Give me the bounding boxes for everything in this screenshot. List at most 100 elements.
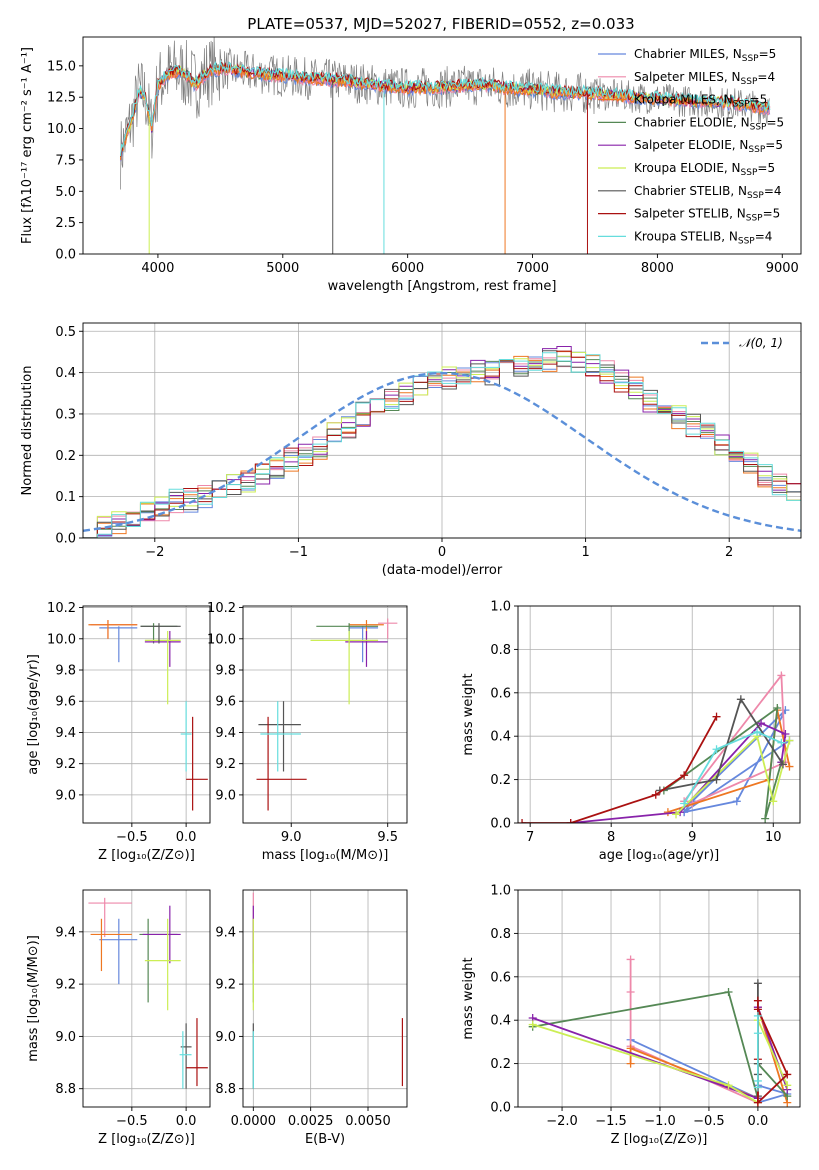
x-axis-label: (data-model)/error	[382, 563, 503, 578]
y-tick-label: 0.8	[490, 643, 511, 658]
weight-marker	[712, 745, 721, 754]
legend-entry: Kroupa ELODIE, NSSP=5	[634, 161, 775, 178]
x-tick-label: 5000	[266, 261, 299, 276]
x-axis-label: Z [log₁₀(Z/Z⊙)]	[98, 848, 195, 863]
mass-vs-metallicity-panel: −0.5 0.0 8.8 9.0 9.2 9.4 Z [log₁₀(Z/Z⊙)] mass […	[26, 889, 211, 1147]
plot-frame	[82, 605, 211, 824]
errorbars	[88, 620, 208, 811]
y-tick-label: 0.3	[55, 407, 76, 422]
weight-marker	[757, 719, 766, 728]
weight-marker	[753, 1029, 762, 1038]
x-tick-label: 10	[765, 830, 782, 845]
weight-marker	[736, 695, 745, 704]
y-tick-label: 5.0	[55, 185, 76, 200]
weight-vs-metallicity-panel: −2.0 −1.5 −1.0 −0.5 0.0 0.0 0.2 0.4 0.6 0.8 1.0 Z […	[461, 884, 801, 1147]
y-tick-label: 9.6	[55, 695, 76, 710]
y-axis-label: Flux [fλ10⁻¹⁷ erg cm⁻² s⁻¹ A⁻¹]	[20, 47, 35, 244]
y-tick-label: 0.4	[55, 366, 76, 381]
y-tick-label: 9.0	[215, 1030, 236, 1045]
weight-marker	[712, 712, 721, 721]
y-tick-label: 0.2	[55, 449, 76, 464]
x-tick-label: 9.5	[377, 830, 398, 845]
x-tick-label: 9	[688, 830, 696, 845]
model-spectrum-2	[119, 63, 771, 160]
y-axis-label: mass weight	[461, 673, 476, 755]
legend-entry: Salpeter ELODIE, NSSP=5	[634, 138, 783, 155]
weight-series-6	[659, 697, 784, 792]
weight-marker	[651, 790, 660, 799]
x-tick-label: 2	[725, 545, 733, 560]
y-tick-label: 9.6	[215, 695, 236, 710]
plot-frame	[242, 605, 408, 824]
y-tick-label: 9.2	[215, 757, 236, 772]
weight-marker	[777, 738, 786, 747]
y-tick-label: 10.0	[47, 122, 76, 137]
plot-frame	[82, 322, 802, 539]
x-axis-label: E(B-V)	[305, 1132, 345, 1147]
y-tick-label: 10.2	[207, 601, 236, 616]
weight-series-5	[675, 734, 791, 815]
weight-marker	[712, 775, 721, 784]
x-tick-label: 8000	[641, 261, 674, 276]
y-tick-label: 8.8	[215, 1082, 236, 1097]
legend-entry: 𝒩(0, 1)	[739, 336, 783, 350]
age-vs-mass-panel: 9.0 9.5 9.0 9.2 9.4 9.6 9.8 10.0 10.2 mass [log₁₀…	[207, 601, 408, 863]
x-tick-label: 1	[581, 545, 589, 560]
residual-histogram-panel: −2 −1 0 1 2 0.0 0.1 0.2 0.3 0.4 0.5 (data-model)/er…	[20, 322, 802, 578]
spectrum-lines	[119, 37, 771, 254]
y-tick-label: 9.2	[215, 978, 236, 993]
y-tick-label: 0.2	[490, 1057, 511, 1072]
histogram-bars	[83, 345, 801, 538]
x-tick-label: −1.0	[644, 1114, 676, 1129]
weight-marker	[518, 819, 527, 823]
plot-frame	[82, 36, 802, 255]
x-axis-label: Z [log₁₀(Z/Z⊙)]	[611, 1132, 708, 1147]
plot-frame	[242, 889, 408, 1108]
x-tick-label: −2.0	[546, 1114, 578, 1129]
mass-vs-reddening-panel: 0.0000 0.0025 0.0050 8.8 9.0 9.2 9.4 E(B-V)	[215, 889, 408, 1147]
weight-marker	[785, 736, 794, 745]
y-tick-label: 0.8	[490, 927, 511, 942]
x-tick-label: −1.5	[595, 1114, 627, 1129]
y-tick-label: 2.5	[55, 216, 76, 231]
y-tick-label: 0.6	[490, 970, 511, 985]
errorbars	[252, 892, 404, 1089]
y-axis-label: mass weight	[461, 957, 476, 1039]
y-tick-label: 9.2	[55, 757, 76, 772]
weight-marker	[753, 979, 762, 988]
weight-lines	[518, 671, 794, 823]
weight-marker	[753, 1098, 762, 1107]
y-tick-label: 9.4	[215, 726, 236, 741]
plot-frame	[517, 605, 801, 824]
weight-marker	[783, 1070, 792, 1079]
y-tick-label: 0.0	[490, 817, 511, 832]
x-tick-label: 9000	[766, 261, 799, 276]
weight-marker	[724, 1081, 733, 1090]
weight-marker	[753, 1076, 762, 1085]
weight-marker	[753, 1011, 762, 1020]
x-tick-label: 4000	[141, 261, 174, 276]
y-tick-label: 9.4	[55, 925, 76, 940]
x-tick-label: 0	[438, 545, 446, 560]
y-tick-label: 0.6	[490, 686, 511, 701]
weight-marker	[626, 1059, 635, 1068]
x-tick-label: 0.0025	[288, 1114, 334, 1129]
y-tick-label: 10.0	[47, 632, 76, 647]
weight-series-3	[663, 706, 783, 819]
y-tick-label: 0.0	[55, 248, 76, 263]
weight-marker	[680, 771, 689, 780]
legend-entry: Salpeter MILES, NSSP=4	[634, 70, 775, 87]
weight-marker	[680, 799, 689, 808]
x-tick-label: −1	[289, 545, 308, 560]
x-tick-label: 0.0	[748, 1114, 769, 1129]
x-axis-label: Z [log₁₀(Z/Z⊙)]	[98, 1132, 195, 1147]
weight-marker	[769, 797, 778, 806]
errorbars	[256, 618, 398, 811]
y-tick-label: 0.2	[490, 773, 511, 788]
legend-entry: Salpeter STELIB, NSSP=5	[634, 207, 780, 224]
x-tick-label: −0.5	[116, 1114, 148, 1129]
legend-entry: Chabrier ELODIE, NSSP=5	[634, 115, 784, 132]
weight-marker	[773, 703, 782, 712]
y-axis-label: age [log₁₀(age/yr)]	[26, 654, 41, 775]
